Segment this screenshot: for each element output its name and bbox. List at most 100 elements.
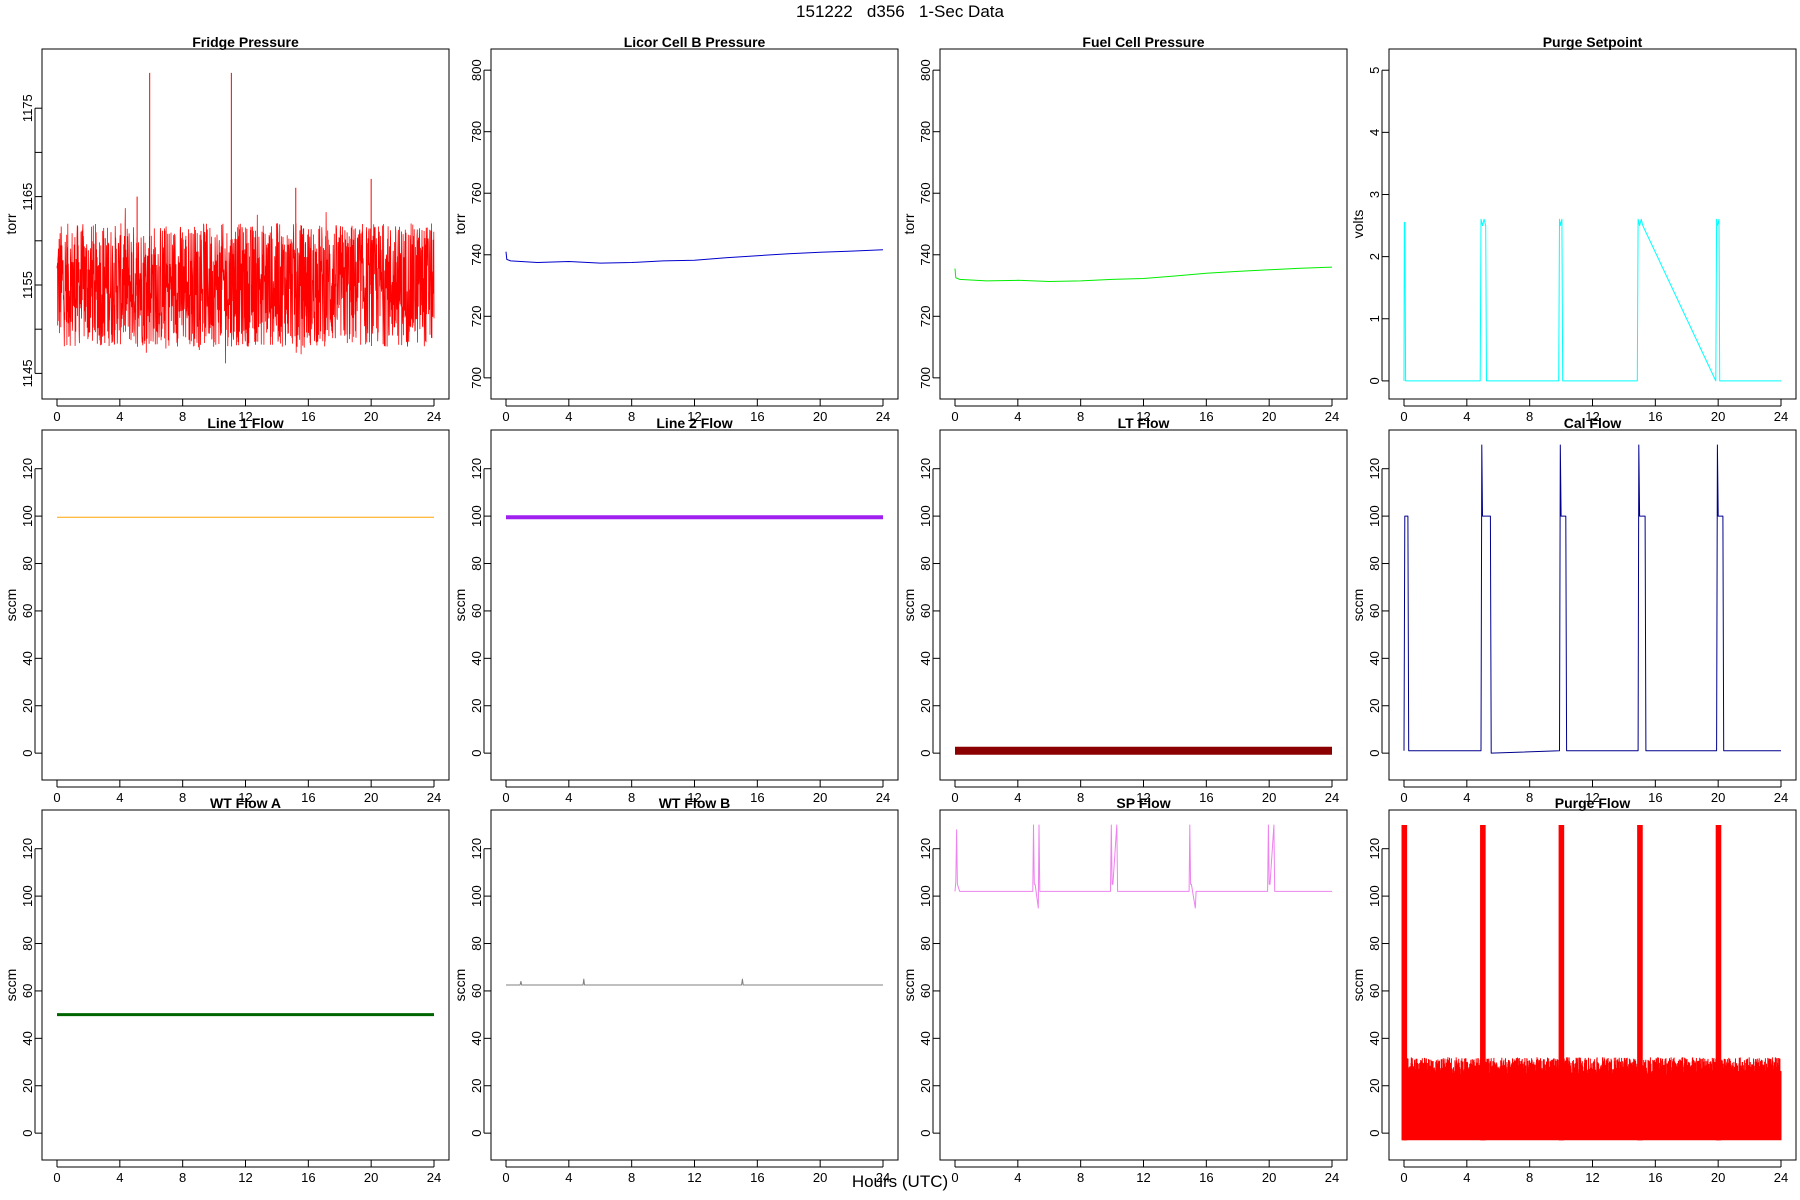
panel-title: Purge Setpoint	[1543, 34, 1643, 50]
series-line	[954, 266, 1333, 282]
x-axis-label: Hours (UTC)	[851, 1172, 949, 1191]
x-tick-label: 24	[1325, 1170, 1339, 1185]
y-tick-label: 60	[1367, 604, 1382, 618]
plot-frame	[41, 809, 450, 1161]
chart-panel-2: Fuel Cell Pressure torr 0 4 8 12 16 20 24 700 720 7…	[901, 34, 1348, 424]
y-tick-label: 120	[1367, 458, 1382, 480]
y-tick-label: 100	[1367, 885, 1382, 907]
x-tick-label: 20	[1711, 1170, 1725, 1185]
x-tick-label: 16	[1199, 1170, 1213, 1185]
y-tick-label: 20	[918, 699, 933, 713]
y-tick-label: 100	[20, 505, 35, 527]
x-tick-label: 8	[1526, 409, 1533, 424]
y-tick-label: 60	[20, 604, 35, 618]
y-tick-label: 120	[469, 838, 484, 860]
x-tick-label: 4	[565, 1170, 572, 1185]
x-tick-label: 0	[53, 790, 60, 805]
y-axis-label: sccm	[1350, 969, 1366, 1002]
series-line	[1403, 218, 1781, 382]
x-tick-label: 16	[1648, 790, 1662, 805]
y-tick-label: 40	[1367, 1031, 1382, 1045]
y-tick-label: 20	[469, 699, 484, 713]
y-tick-label: 20	[918, 1079, 933, 1093]
panel-title: Line 2 Flow	[656, 415, 732, 431]
y-tick-label: 60	[20, 984, 35, 998]
x-tick-label: 0	[1400, 409, 1407, 424]
y-tick-label: 80	[918, 556, 933, 570]
y-tick-label: 120	[20, 838, 35, 860]
y-tick-label: 60	[918, 984, 933, 998]
y-tick-label: 780	[469, 121, 484, 143]
panel-title: WT Flow B	[659, 795, 731, 811]
x-tick-label: 0	[951, 409, 958, 424]
plot-frame	[41, 429, 450, 781]
series-line	[505, 249, 884, 264]
series-group	[1403, 444, 1781, 754]
x-tick-label: 4	[116, 1170, 123, 1185]
x-tick-label: 16	[1199, 409, 1213, 424]
x-tick-label: 20	[364, 1170, 378, 1185]
x-tick-label: 12	[1136, 409, 1150, 424]
y-axis-label: torr	[901, 213, 917, 234]
plot-frame	[1388, 48, 1797, 400]
y-tick-label: 740	[469, 244, 484, 266]
x-tick-label: 8	[628, 1170, 635, 1185]
x-tick-label: 16	[1648, 409, 1662, 424]
x-tick-label: 4	[1463, 1170, 1470, 1185]
y-tick-label: 120	[1367, 838, 1382, 860]
x-tick-label: 0	[1400, 1170, 1407, 1185]
x-tick-label: 16	[750, 790, 764, 805]
y-tick-label: 60	[469, 604, 484, 618]
y-tick-label: 40	[918, 651, 933, 665]
x-tick-label: 24	[876, 790, 890, 805]
y-tick-label: 20	[20, 1079, 35, 1093]
plot-frame	[490, 48, 899, 400]
y-tick-label: 0	[20, 750, 35, 757]
x-tick-label: 8	[1526, 1170, 1533, 1185]
y-tick-label: 80	[918, 936, 933, 950]
x-tick-label: 4	[116, 790, 123, 805]
x-tick-label: 4	[1014, 790, 1021, 805]
x-tick-label: 12	[687, 790, 701, 805]
series-group	[56, 72, 435, 364]
y-tick-label: 100	[918, 885, 933, 907]
series-group	[954, 824, 1332, 909]
y-axis-label: torr	[452, 213, 468, 234]
y-axis-label: sccm	[901, 589, 917, 622]
y-tick-label: 20	[1367, 1079, 1382, 1093]
y-tick-label: 120	[20, 458, 35, 480]
y-tick-label: 100	[469, 885, 484, 907]
y-axis-label: sccm	[3, 589, 19, 622]
y-axis-label: sccm	[901, 969, 917, 1002]
panel-title: SP Flow	[1116, 795, 1170, 811]
y-tick-label: 40	[1367, 651, 1382, 665]
y-tick-label: 1165	[20, 183, 35, 211]
panel-title: Line 1 Flow	[207, 415, 283, 431]
y-tick-label: 120	[469, 458, 484, 480]
x-tick-label: 12	[238, 1170, 252, 1185]
x-tick-label: 20	[364, 409, 378, 424]
y-tick-label: 800	[469, 59, 484, 81]
series-group	[505, 249, 884, 264]
chart-panel-0: Fridge Pressure torr 0 4 8 12 16 20 24 1145 1155 11…	[3, 34, 450, 424]
plot-frame	[490, 809, 899, 1161]
x-tick-label: 8	[1526, 790, 1533, 805]
x-tick-label: 0	[502, 1170, 509, 1185]
series-line	[56, 208, 435, 364]
y-tick-label: 40	[469, 651, 484, 665]
x-tick-label: 24	[427, 409, 441, 424]
x-tick-label: 0	[951, 1170, 958, 1185]
y-tick-label: 120	[918, 458, 933, 480]
chart-panel-6: LT Flow sccm 0 4 8 12 16 20 24 0 20 40 60 80 100 120	[901, 415, 1348, 805]
x-tick-label: 20	[1262, 409, 1276, 424]
panel-title: Fridge Pressure	[192, 34, 299, 50]
y-tick-label: 800	[918, 59, 933, 81]
y-tick-label: 1155	[20, 271, 35, 299]
y-tick-label: 80	[469, 556, 484, 570]
y-tick-label: 720	[469, 305, 484, 327]
x-tick-label: 24	[1774, 790, 1788, 805]
y-tick-label: 3	[1367, 191, 1382, 198]
x-tick-label: 8	[628, 790, 635, 805]
y-tick-label: 20	[20, 699, 35, 713]
